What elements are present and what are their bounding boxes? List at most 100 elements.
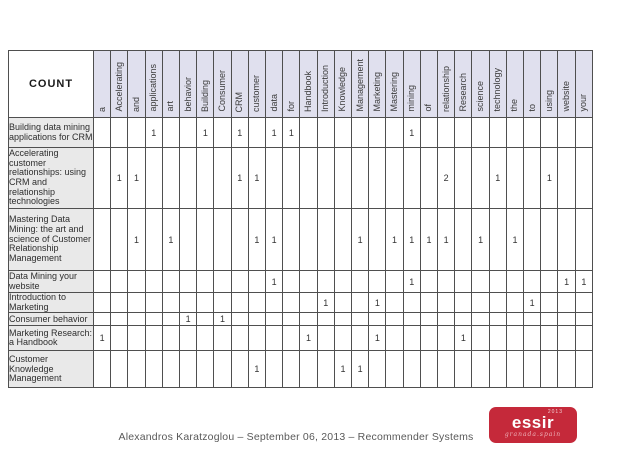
count-cell	[213, 117, 232, 148]
count-cell: 1	[368, 325, 387, 352]
count-cell	[213, 270, 232, 293]
table-row: Data Mining your website 1 1 1 1	[8, 270, 594, 293]
count-cell	[505, 291, 525, 314]
column-header-label: Marketing	[371, 72, 382, 112]
count-cell	[540, 270, 559, 293]
count-cell	[454, 270, 473, 293]
count-cell	[574, 117, 594, 148]
count-cell: 1	[110, 147, 129, 209]
count-cell	[419, 270, 439, 293]
column-header-applications: applications	[144, 50, 163, 118]
column-header-and: and	[127, 50, 146, 118]
count-cell: 1	[419, 208, 439, 271]
column-header-label: website	[561, 81, 572, 112]
count-cell	[299, 291, 318, 314]
count-cell	[471, 325, 490, 352]
count-cell	[316, 208, 335, 271]
count-cell	[471, 350, 490, 389]
count-cell	[505, 325, 525, 352]
count-cell	[540, 312, 559, 327]
count-cell	[110, 325, 129, 352]
count-cell	[368, 270, 387, 293]
count-cell	[144, 291, 163, 314]
count-cell	[282, 350, 301, 389]
count-cell	[92, 117, 112, 148]
count-cell	[282, 147, 301, 209]
column-header-label: for	[285, 101, 296, 112]
count-cell: 1	[488, 147, 507, 209]
count-cell: 1	[351, 350, 370, 389]
count-cell	[505, 270, 525, 293]
column-header-label: a	[96, 106, 107, 112]
count-cell	[351, 325, 370, 352]
column-header-label: science	[475, 81, 486, 112]
count-cell	[196, 208, 215, 271]
count-cell	[557, 117, 576, 148]
column-header-technology: technology	[488, 50, 507, 118]
count-cell	[505, 350, 525, 389]
count-cell	[385, 350, 404, 389]
count-cell	[574, 291, 594, 314]
count-cell	[230, 350, 249, 389]
count-cell: 1	[385, 208, 404, 271]
count-cell	[316, 117, 335, 148]
count-cell	[557, 312, 576, 327]
count-cell	[213, 208, 232, 271]
count-cell	[454, 147, 473, 209]
footer-credit: Alexandros Karatzoglou – September 06, 2…	[118, 431, 474, 443]
count-cell	[179, 270, 198, 293]
count-cell	[110, 291, 129, 314]
essir-logo: 2013 essir granada.spain	[489, 407, 577, 443]
count-cell: 1	[333, 350, 353, 389]
count-cell: 1	[437, 208, 456, 271]
column-header-using: using	[540, 50, 559, 118]
count-cell	[540, 208, 559, 271]
count-cell	[179, 325, 198, 352]
count-cell: 1	[92, 325, 112, 352]
count-cell	[333, 312, 353, 327]
count-cell	[282, 291, 301, 314]
count-cell	[523, 325, 542, 352]
count-cell	[92, 147, 112, 209]
count-cell	[179, 117, 198, 148]
column-header-label: and	[131, 96, 141, 112]
count-cell: 1	[161, 208, 181, 271]
count-cell	[488, 270, 507, 293]
column-header-label: Introduction	[320, 64, 331, 112]
count-cell	[557, 350, 576, 389]
count-cell	[127, 312, 146, 327]
count-cell	[523, 147, 542, 209]
count-cell	[92, 208, 112, 271]
count-cell	[557, 208, 576, 271]
count-cell	[92, 291, 112, 314]
count-cell: 1	[144, 117, 163, 148]
column-header-label: Building	[199, 79, 210, 112]
column-header-to: to	[523, 50, 542, 118]
table-row: Mastering Data Mining: the art and scien…	[8, 208, 594, 271]
column-header-label: mining	[406, 85, 417, 112]
count-cell	[402, 147, 421, 209]
count-cell	[454, 291, 473, 314]
count-cell	[110, 117, 129, 148]
column-header-relationship: relationship	[437, 50, 456, 118]
count-cell	[161, 147, 181, 209]
count-cell	[196, 291, 215, 314]
count-cell	[144, 208, 163, 271]
count-cell: 1	[265, 270, 284, 293]
count-cell: 1	[351, 208, 370, 271]
count-cell	[110, 350, 129, 389]
term-document-count-table: COUNT a Accelerating and applications art beh…	[8, 50, 594, 389]
count-cell	[385, 117, 404, 148]
count-cell	[523, 350, 542, 389]
count-cell	[333, 325, 353, 352]
count-cell	[471, 291, 490, 314]
count-cell	[179, 147, 198, 209]
count-cell	[247, 312, 267, 327]
count-cell: 1	[230, 117, 249, 148]
logo-year: 2013	[547, 409, 563, 415]
count-cell	[333, 147, 353, 209]
count-cell	[523, 117, 542, 148]
row-label: Accelerating customer relationships: usi…	[8, 147, 94, 209]
column-header-label: applications	[148, 64, 159, 112]
column-header-for: for	[282, 50, 301, 118]
